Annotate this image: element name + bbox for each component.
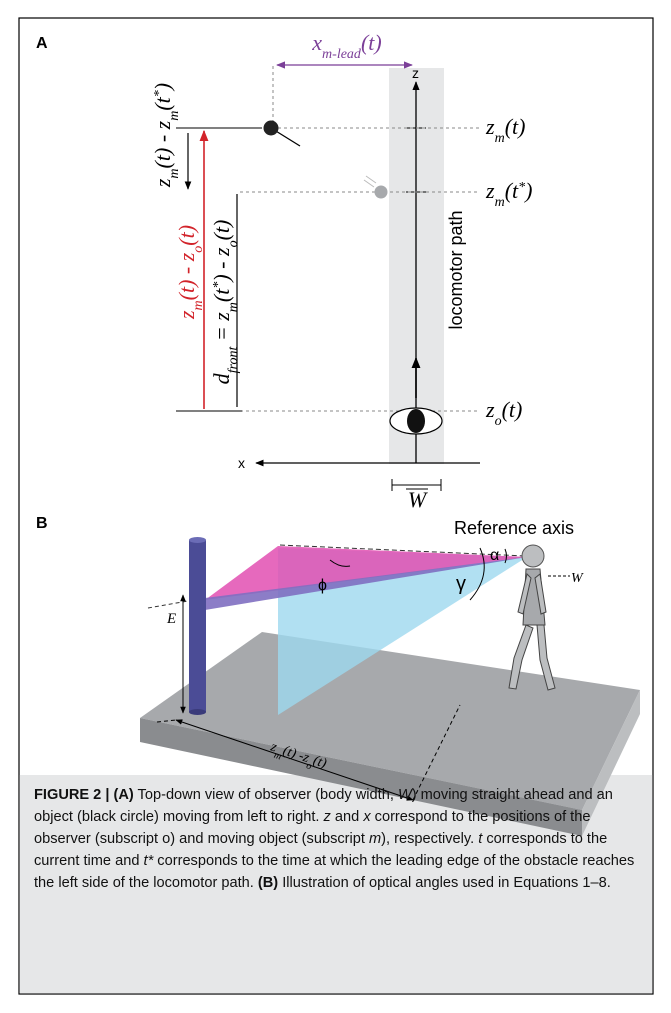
width-label: W bbox=[408, 487, 428, 512]
caption-text: corresponds to the current time and bbox=[34, 831, 608, 869]
phi-arc bbox=[329, 559, 351, 567]
caption-symbol: t* bbox=[143, 853, 154, 869]
path-label: locomotor path bbox=[446, 210, 466, 329]
caption-symbol: z bbox=[323, 809, 331, 825]
z-axis-label: z bbox=[412, 65, 419, 81]
reference-axis-label: Reference axis bbox=[454, 518, 574, 538]
caption: FIGURE 2 | (A) Top-down view of observer… bbox=[34, 784, 644, 894]
measure-label: zm(t) - zm(t*) bbox=[150, 83, 182, 188]
reference-extension bbox=[147, 597, 206, 609]
vertical-plane bbox=[278, 548, 527, 715]
caption-text: ), respectively. bbox=[381, 831, 479, 847]
alpha-label: α bbox=[490, 547, 499, 564]
caption-text: and bbox=[330, 809, 364, 825]
level-label: zm(t*) bbox=[485, 178, 532, 210]
caption-lead: FIGURE 2 | (A) bbox=[34, 787, 134, 803]
caption-text: Top-down view of observer (body width, bbox=[133, 787, 398, 803]
optic-plane bbox=[205, 546, 527, 600]
phi-label: ϕ bbox=[318, 577, 327, 594]
gamma-arc bbox=[469, 547, 485, 601]
motion-trail bbox=[363, 175, 377, 188]
panel-label: A bbox=[36, 35, 48, 52]
caption-text: corresponds to the time at which the lea… bbox=[34, 853, 635, 891]
obstacle-pole bbox=[189, 540, 206, 712]
caption-symbol: m bbox=[369, 831, 382, 847]
observer-pupil bbox=[407, 409, 425, 433]
object-future bbox=[374, 185, 388, 199]
pole-base bbox=[189, 709, 206, 715]
x-axis-label: x bbox=[238, 455, 245, 471]
caption-text: Illustration of optical angles used in E… bbox=[278, 875, 611, 891]
caption-text: correspond to the positions of the obser… bbox=[34, 809, 591, 847]
caption-symbol: W bbox=[397, 787, 412, 803]
frame bbox=[18, 17, 654, 995]
observer-legs bbox=[508, 624, 556, 691]
distance-arrow bbox=[175, 719, 414, 801]
platform-side bbox=[582, 690, 640, 836]
reference-axis bbox=[279, 544, 526, 557]
observer-arms bbox=[517, 573, 547, 615]
gamma-label: γ bbox=[456, 573, 466, 595]
caption-symbol: t bbox=[478, 831, 483, 847]
level-label: zm(t) bbox=[485, 114, 525, 146]
caption-lead: (B) bbox=[257, 875, 279, 891]
object bbox=[263, 120, 279, 136]
caption-text: ) moving straight ahead and an object (b… bbox=[34, 787, 613, 825]
lead-label: xm-lead(t) bbox=[311, 30, 381, 62]
measure-label: dfront = zm(t*) - zo(t) bbox=[209, 220, 241, 385]
observer-head bbox=[521, 544, 545, 568]
level-label: zo(t) bbox=[485, 397, 522, 429]
alpha-arc bbox=[504, 548, 507, 564]
measure-label: zm(t) - zo(t) bbox=[174, 225, 206, 320]
panel-label: B bbox=[36, 515, 48, 532]
distance-guide bbox=[156, 704, 461, 801]
caption-symbol: x bbox=[363, 809, 371, 825]
pole-top bbox=[189, 537, 206, 543]
width-label: W bbox=[571, 571, 584, 586]
width-bracket bbox=[391, 479, 442, 491]
optic-band bbox=[205, 557, 527, 610]
elevation-label: E bbox=[166, 611, 176, 627]
